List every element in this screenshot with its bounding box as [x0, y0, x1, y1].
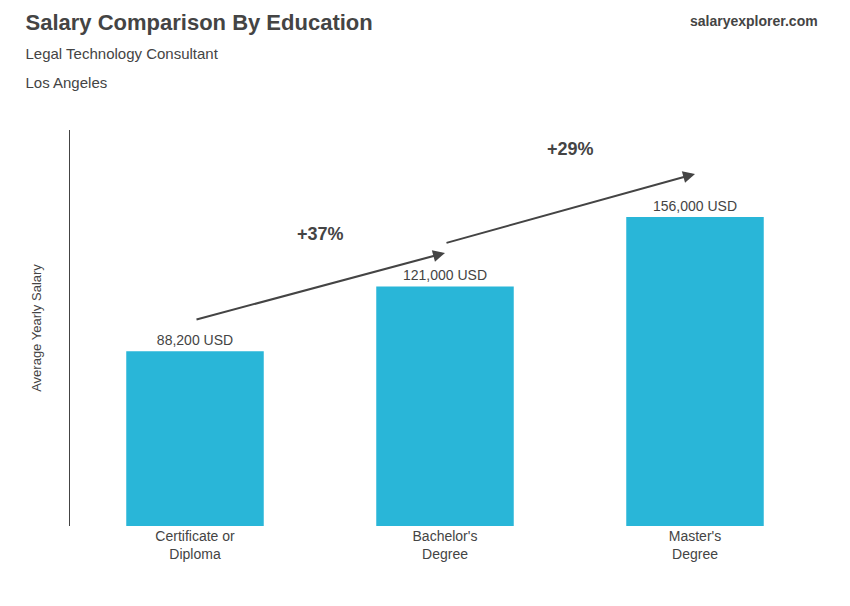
- svg-text:Average Yearly Salary: Average Yearly Salary: [29, 264, 44, 392]
- svg-text:Master'sDegree: Master'sDegree: [669, 528, 721, 562]
- svg-text:121,000 USD: 121,000 USD: [403, 267, 487, 283]
- svg-text:88,200 USD: 88,200 USD: [157, 332, 233, 348]
- svg-text:Salary Comparison By Education: Salary Comparison By EducationLegal Tech…: [26, 10, 373, 90]
- svg-text:156,000 USD: 156,000 USD: [653, 198, 737, 214]
- svg-text:+37%: +37%: [297, 224, 344, 244]
- svg-text:Bachelor'sDegree: Bachelor'sDegree: [413, 528, 478, 562]
- svg-text:salaryexplorer.com: salaryexplorer.com: [690, 13, 818, 29]
- svg-text:Certificate orDiploma: Certificate orDiploma: [155, 528, 235, 562]
- svg-text:+29%: +29%: [547, 139, 594, 159]
